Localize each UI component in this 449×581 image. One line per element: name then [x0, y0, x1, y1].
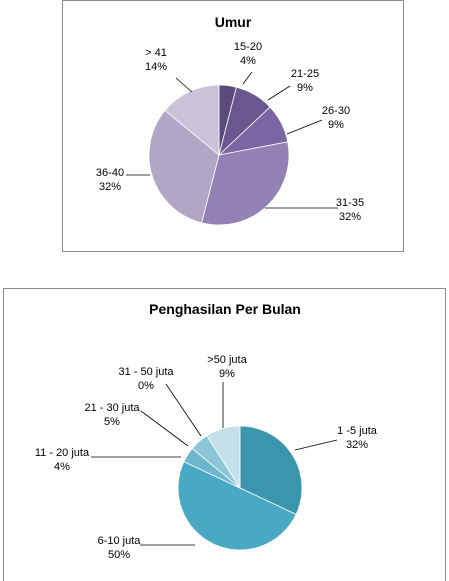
slice-category-label: 36-40: [96, 167, 124, 179]
chart-title: Penghasilan Per Bulan: [149, 301, 301, 317]
slice-value-label: 5%: [104, 416, 120, 428]
pie-slice-5: [164, 84, 220, 156]
slice-category-label: 21 - 30 juta: [84, 402, 140, 414]
slice-value-label: 50%: [108, 549, 130, 561]
pie-umur: 15-20 4% 21-25 9% 26-30 9% 31-35 32% 36-40 32% > 4…: [96, 41, 364, 226]
leader-line: [140, 410, 189, 447]
slice-value-label: 0%: [138, 380, 154, 392]
leader-line: [175, 77, 193, 93]
slice-category-label: 11 - 20 juta: [35, 447, 90, 459]
slice-value-label: 32%: [99, 181, 121, 193]
pie-slice-1: [177, 461, 297, 551]
slice-category-label: 21-25: [291, 68, 319, 80]
slice-value-label: 14%: [145, 61, 167, 73]
pie-slice-5: [206, 425, 241, 490]
leader-line: [267, 85, 291, 101]
pie-slice-0: [239, 425, 303, 515]
slice-value-label: 9%: [328, 119, 344, 131]
slice-category-label: 1 -5 juta: [337, 425, 378, 437]
slice-category-label: > 41: [145, 47, 167, 59]
leader-line: [294, 439, 338, 451]
slice-value-label: 9%: [219, 368, 235, 380]
leader-line: [165, 383, 202, 437]
slice-value-label: 32%: [346, 439, 368, 451]
slice-category-label: 6-10 juta: [98, 535, 142, 547]
slice-category-label: 31-35: [336, 197, 364, 209]
slice-value-label: 32%: [339, 211, 361, 223]
pie-slice-3: [201, 141, 290, 226]
slice-category-label: 31 - 50 juta: [118, 366, 174, 378]
slice-value-label: 9%: [297, 82, 313, 94]
slice-category-label: >50 juta: [207, 354, 247, 366]
slice-category-label: 15-20: [234, 41, 262, 53]
leader-line: [286, 119, 323, 135]
slice-value-label: 4%: [240, 55, 256, 67]
pie-penghasilan: 1 -5 juta 32% 6-10 juta 50% 11 - 20 juta 4% 21…: [35, 354, 378, 561]
chart-title: Umur: [215, 14, 252, 30]
slice-value-label: 4%: [54, 461, 70, 473]
pie-slice-4: [148, 109, 220, 224]
slice-category-label: 26-30: [322, 105, 350, 117]
leader-line: [242, 71, 253, 85]
